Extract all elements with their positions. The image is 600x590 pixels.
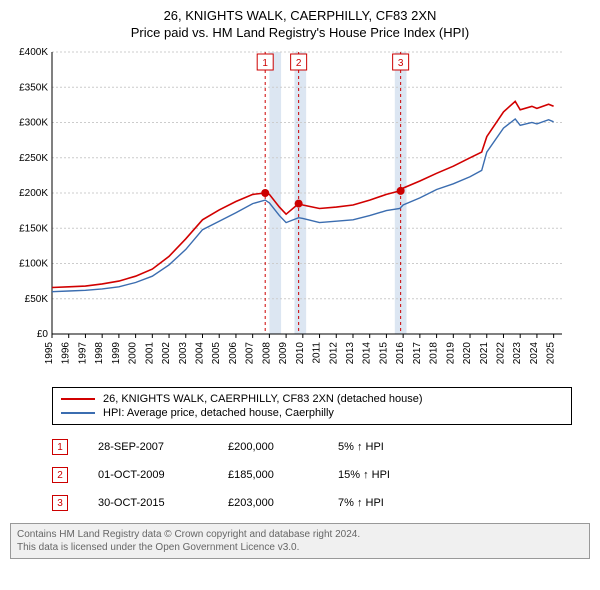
- transaction-row: 2 01-OCT-2009 £185,000 15% ↑ HPI: [52, 461, 572, 489]
- x-tick-label: 2007: [245, 342, 256, 365]
- attribution-line-1: Contains HM Land Registry data © Crown c…: [17, 528, 583, 541]
- x-tick-label: 2014: [362, 342, 373, 365]
- y-tick-label: £50K: [25, 294, 49, 305]
- attribution-line-2: This data is licensed under the Open Gov…: [17, 541, 583, 554]
- chart-title: 26, KNIGHTS WALK, CAERPHILLY, CF83 2XN: [10, 8, 590, 23]
- transaction-delta: 15% ↑ HPI: [338, 469, 428, 481]
- x-tick-label: 2023: [512, 342, 523, 365]
- x-tick-label: 2008: [261, 342, 272, 365]
- x-tick-label: 2002: [161, 342, 172, 365]
- y-tick-label: £100K: [19, 259, 48, 270]
- chart-container: 26, KNIGHTS WALK, CAERPHILLY, CF83 2XN P…: [0, 0, 600, 565]
- transaction-date: 28-SEP-2007: [98, 441, 198, 453]
- x-tick-label: 1998: [94, 342, 105, 365]
- x-tick-label: 1997: [77, 342, 88, 365]
- x-tick-label: 2015: [378, 342, 389, 365]
- x-tick-label: 1996: [61, 342, 72, 365]
- x-tick-label: 1999: [111, 342, 122, 365]
- x-tick-label: 2001: [144, 342, 155, 365]
- y-tick-label: £0: [37, 329, 49, 340]
- x-tick-label: 2019: [445, 342, 456, 365]
- legend-swatch: [61, 412, 95, 414]
- x-tick-label: 2009: [278, 342, 289, 365]
- transaction-row: 1 28-SEP-2007 £200,000 5% ↑ HPI: [52, 433, 572, 461]
- attribution-box: Contains HM Land Registry data © Crown c…: [10, 523, 590, 559]
- legend-box: 26, KNIGHTS WALK, CAERPHILLY, CF83 2XN (…: [52, 387, 572, 425]
- x-tick-label: 2021: [479, 342, 490, 365]
- chart-subtitle: Price paid vs. HM Land Registry's House …: [10, 25, 590, 40]
- x-tick-label: 2018: [429, 342, 440, 365]
- legend-row: HPI: Average price, detached house, Caer…: [61, 406, 563, 420]
- transactions-table: 1 28-SEP-2007 £200,000 5% ↑ HPI 2 01-OCT-2009…: [52, 433, 572, 517]
- line-chart: £0 £50K £100K £150K £200K £250K £300K £350K £400…: [10, 46, 570, 376]
- x-tick-label: 2017: [412, 342, 423, 365]
- transaction-price: £203,000: [228, 497, 308, 509]
- y-tick-label: £300K: [19, 118, 48, 129]
- transaction-date: 01-OCT-2009: [98, 469, 198, 481]
- price-paid-marker: [261, 189, 269, 197]
- legend-swatch: [61, 398, 95, 400]
- transaction-row-marker: 1: [52, 439, 68, 455]
- transaction-marker-label: 1: [262, 58, 268, 69]
- legend-label: 26, KNIGHTS WALK, CAERPHILLY, CF83 2XN (…: [103, 393, 423, 405]
- x-tick-label: 2025: [546, 342, 557, 365]
- recession-band: [269, 52, 281, 334]
- y-tick-label: £200K: [19, 188, 48, 199]
- x-tick-label: 2011: [312, 342, 323, 364]
- x-tick-label: 2020: [462, 342, 473, 365]
- transaction-row-marker: 3: [52, 495, 68, 511]
- transaction-delta: 7% ↑ HPI: [338, 497, 428, 509]
- price-paid-marker: [295, 200, 303, 208]
- legend-label: HPI: Average price, detached house, Caer…: [103, 407, 334, 419]
- transaction-date: 30-OCT-2015: [98, 497, 198, 509]
- x-tick-label: 2003: [178, 342, 189, 365]
- chart-area: £0 £50K £100K £150K £200K £250K £300K £350K £400…: [10, 46, 590, 381]
- legend-row: 26, KNIGHTS WALK, CAERPHILLY, CF83 2XN (…: [61, 392, 563, 406]
- transaction-row-marker: 2: [52, 467, 68, 483]
- price-paid-marker: [397, 187, 405, 195]
- x-tick-label: 2010: [295, 342, 306, 365]
- x-tick-label: 2000: [128, 342, 139, 365]
- y-tick-label: £150K: [19, 223, 48, 234]
- x-tick-label: 2022: [495, 342, 506, 365]
- y-tick-label: £400K: [19, 47, 48, 58]
- y-tick-label: £250K: [19, 153, 48, 164]
- transaction-delta: 5% ↑ HPI: [338, 441, 428, 453]
- y-tick-label: £350K: [19, 82, 48, 93]
- transaction-price: £185,000: [228, 469, 308, 481]
- x-tick-label: 2006: [228, 342, 239, 365]
- transaction-row: 3 30-OCT-2015 £203,000 7% ↑ HPI: [52, 489, 572, 517]
- transaction-marker-label: 2: [296, 58, 302, 69]
- x-tick-label: 2016: [395, 342, 406, 365]
- x-tick-label: 2024: [529, 342, 540, 365]
- x-tick-label: 2013: [345, 342, 356, 365]
- transaction-marker-label: 3: [398, 58, 404, 69]
- transaction-price: £200,000: [228, 441, 308, 453]
- x-tick-label: 2004: [194, 342, 205, 365]
- x-tick-label: 1995: [44, 342, 55, 365]
- x-tick-label: 2012: [328, 342, 339, 365]
- x-tick-label: 2005: [211, 342, 222, 365]
